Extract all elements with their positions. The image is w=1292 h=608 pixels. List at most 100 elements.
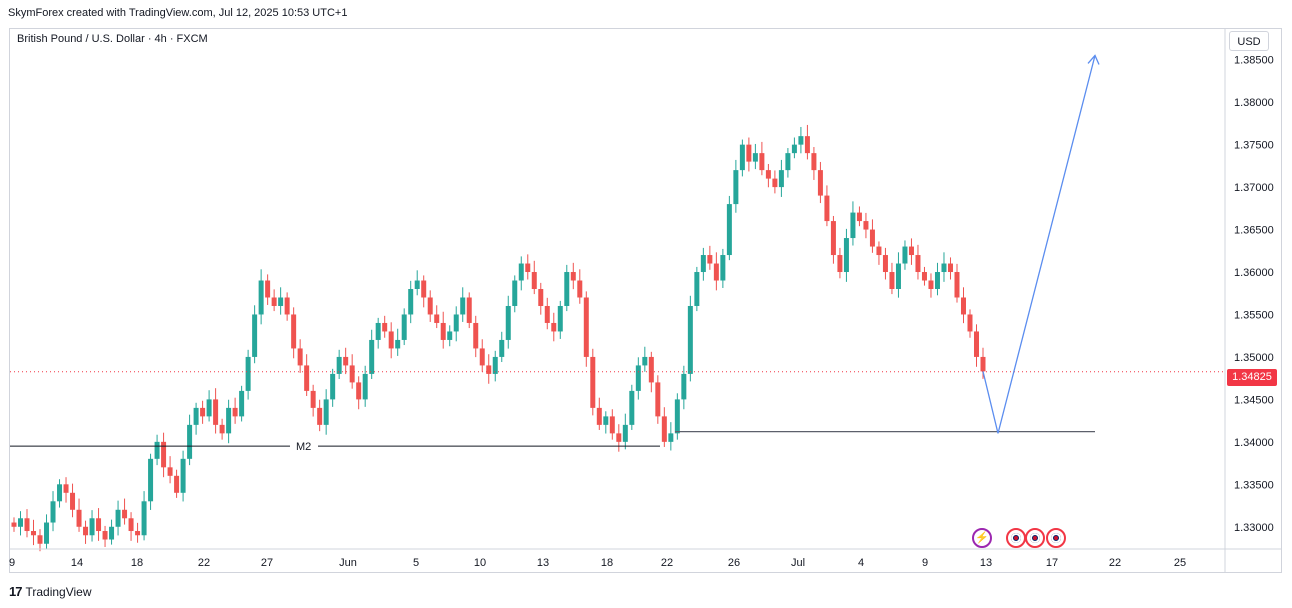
time-tick-label: 18 (131, 557, 143, 569)
candle-body (785, 153, 791, 171)
candle-body (694, 272, 700, 306)
candle-body (161, 441, 167, 468)
candle-body (596, 407, 602, 425)
attribution-text: SkymForex created with TradingView.com, … (8, 7, 348, 19)
time-tick-label: 5 (413, 557, 419, 569)
us-flag-icon[interactable] (1006, 528, 1026, 548)
candle-body (973, 331, 979, 357)
candle-body (967, 314, 973, 332)
candle-body (915, 255, 921, 273)
candle-body (440, 322, 446, 340)
footer-brand[interactable]: 17 TradingView (9, 584, 92, 599)
currency-button[interactable]: USD (1229, 31, 1269, 51)
candle-body (772, 178, 778, 188)
candle-body (414, 280, 420, 289)
candle-body (551, 322, 557, 332)
price-tick-label: 1.37000 (1234, 182, 1274, 194)
candle-body (479, 348, 485, 366)
candle-body (63, 484, 69, 493)
candle-body (921, 272, 927, 281)
footer-brand-label: TradingView (25, 584, 92, 599)
price-tick-label: 1.38500 (1234, 55, 1274, 67)
candle-body (733, 170, 739, 205)
candle-body (577, 280, 583, 298)
projection-arrow (982, 55, 1096, 434)
candle-body (499, 339, 505, 357)
price-tick-label: 1.34000 (1234, 437, 1274, 449)
candle-body (609, 416, 615, 434)
candle-body (525, 263, 531, 273)
candle-body (889, 272, 895, 289)
candle-body (362, 373, 368, 400)
candle-body (811, 153, 817, 171)
candle-body (980, 356, 986, 372)
price-tick-label: 1.37500 (1234, 140, 1274, 152)
candle-body (726, 204, 732, 256)
candle-body (11, 522, 17, 527)
candle-body (837, 255, 843, 273)
candle-body (798, 136, 804, 145)
candle-body (512, 280, 518, 306)
uk-flag-icon[interactable] (1025, 528, 1045, 548)
uk-flag-icon[interactable] (1046, 528, 1066, 548)
candle-body (304, 365, 310, 391)
candle-body (89, 518, 95, 536)
candle-body (148, 458, 154, 502)
candle-body (590, 356, 596, 408)
candle-body (622, 424, 628, 442)
candle-body (707, 255, 713, 264)
candle-body (336, 356, 342, 374)
candle-body (856, 212, 862, 222)
candle-body (37, 535, 43, 544)
candle-body (830, 221, 836, 256)
candle-body (492, 356, 498, 374)
candle-body (109, 526, 115, 540)
candle-body (902, 246, 908, 264)
candle-body (219, 424, 225, 434)
lightning-icon[interactable]: ⚡ (972, 528, 992, 548)
candle-body (713, 263, 719, 281)
symbol-title[interactable]: British Pound / U.S. Dollar · 4h · FXCM (17, 33, 208, 45)
candles-group (11, 124, 986, 552)
candle-body (863, 221, 869, 230)
candle-body (564, 272, 570, 306)
candle-body (778, 170, 784, 188)
price-tick-label: 1.36000 (1234, 267, 1274, 279)
candle-body (317, 407, 323, 425)
candle-body (720, 255, 726, 281)
candle-body (271, 297, 277, 306)
candle-body (323, 399, 329, 425)
candle-body (24, 518, 30, 532)
candle-body (486, 365, 492, 374)
candle-body (876, 246, 882, 256)
time-tick-label: Jul (791, 557, 805, 569)
time-tick-label: 9 (922, 557, 928, 569)
candle-body (661, 416, 667, 442)
chart-frame (9, 28, 1282, 573)
candle-body (200, 407, 206, 417)
candle-body (954, 272, 960, 298)
candle-body (421, 280, 427, 298)
candle-body (635, 365, 641, 391)
level-label-m2: M2 (296, 441, 311, 453)
time-tick-label: 4 (858, 557, 864, 569)
candle-body (934, 272, 940, 289)
price-tick-label: 1.33500 (1234, 479, 1274, 491)
candle-body (453, 314, 459, 332)
candle-body (388, 331, 394, 349)
candle-body (310, 390, 316, 408)
candle-body (265, 280, 271, 298)
candle-body (239, 390, 245, 417)
candle-body (655, 382, 661, 417)
candle-body (297, 348, 303, 366)
price-tick-label: 1.35500 (1234, 309, 1274, 321)
time-axis: 9 14 18 22 27 Jun 5 10 13 18 22 26 Jul 4 9 13 17 22 25 (9, 548, 1282, 569)
candle-body (460, 297, 466, 315)
time-tick-label: 9 (9, 557, 15, 569)
candle-body (18, 518, 24, 527)
candle-body (518, 263, 524, 281)
candle-body (882, 255, 888, 273)
time-tick-label: 14 (71, 557, 83, 569)
candle-body (349, 365, 355, 383)
